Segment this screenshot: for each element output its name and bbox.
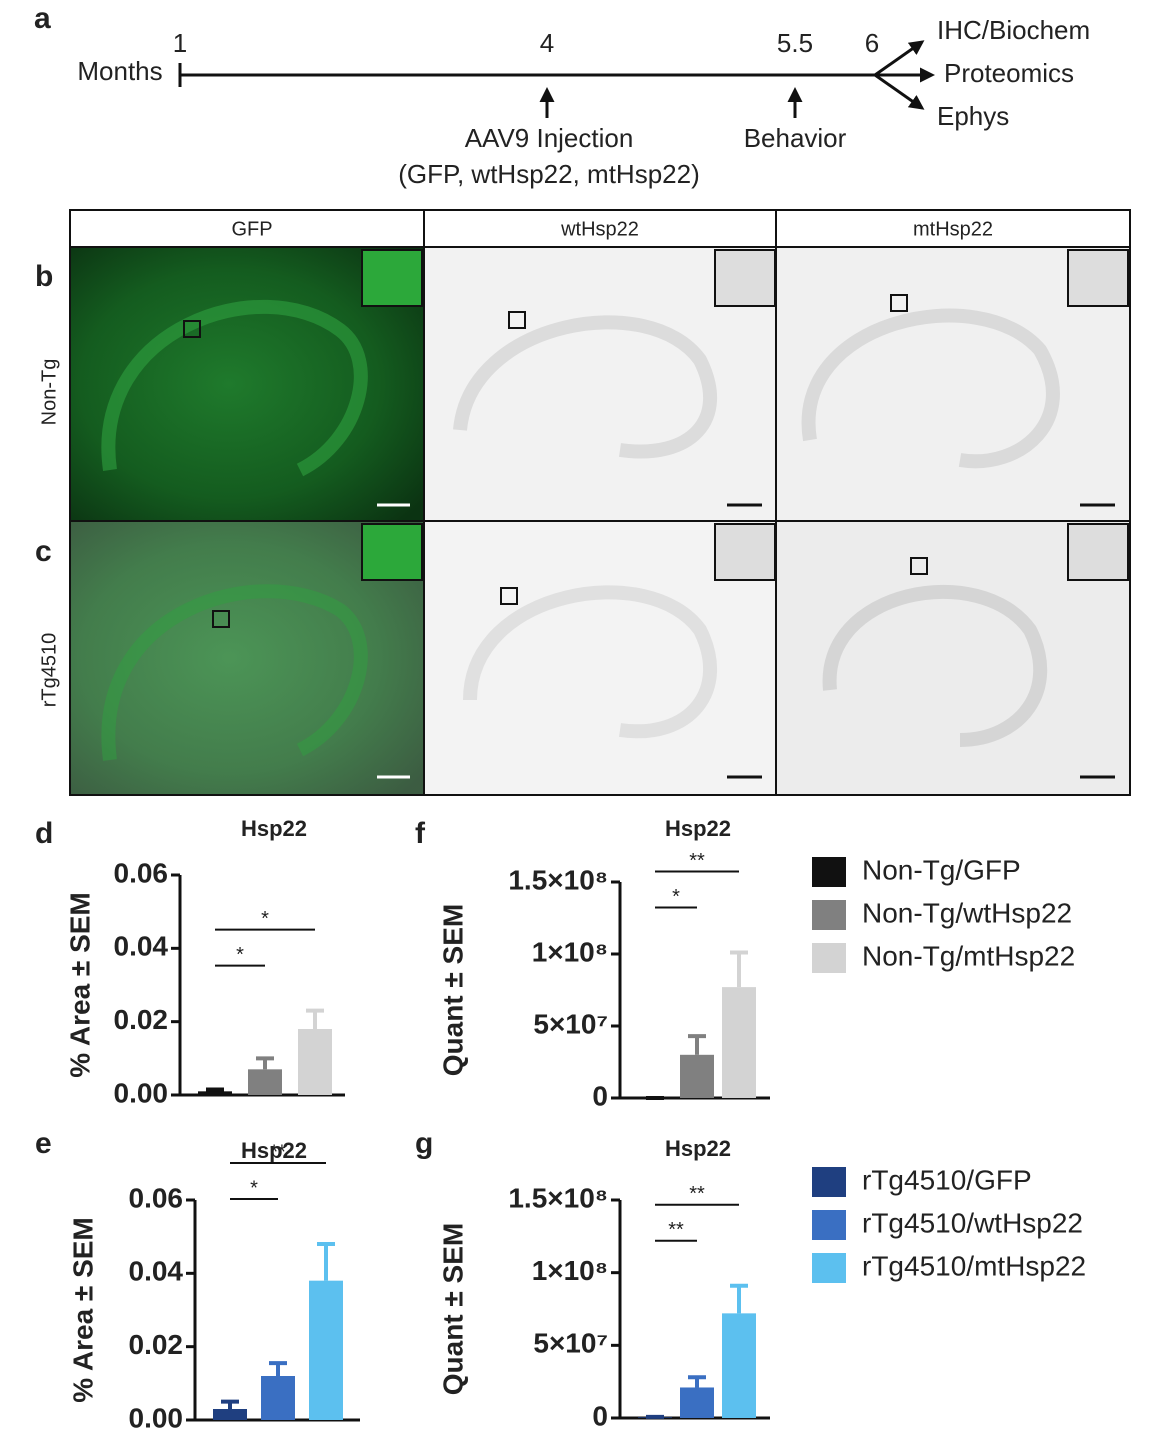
legend-swatch (812, 900, 846, 930)
y-axis-label: Quant ± SEM (437, 904, 468, 1076)
chart-title: Hsp22 (241, 816, 307, 841)
timeline-tick-label: 6 (865, 28, 879, 58)
y-tick-label: 0.04 (129, 1256, 184, 1287)
bar (261, 1376, 295, 1420)
legend-label: Non-Tg/GFP (862, 854, 1021, 885)
y-tick-label: 1.5×10⁸ (508, 1182, 608, 1213)
event-label: AAV9 Injection (465, 123, 634, 153)
bar (213, 1409, 247, 1420)
scale-bar (377, 503, 1115, 779)
y-tick-label: 1×10⁸ (532, 936, 608, 967)
outcome-arrow (874, 73, 925, 110)
significance-label: ** (668, 1219, 684, 1241)
y-tick-label: 0.02 (129, 1329, 184, 1360)
y-tick-label: 1.5×10⁸ (508, 864, 608, 895)
event-label: Behavior (744, 123, 847, 153)
y-tick-label: 1×10⁸ (532, 1255, 608, 1286)
outcome-arrow (874, 40, 925, 77)
timeline-unit: Months (77, 56, 162, 86)
column-header: wtHsp22 (560, 218, 639, 240)
panel-letter: f (415, 817, 426, 850)
legend-swatch (812, 943, 846, 973)
event-detail: (GFP, wtHsp22, mtHsp22) (398, 159, 700, 189)
significance-label: * (236, 944, 244, 966)
y-axis-label: Quant ± SEM (437, 1223, 468, 1395)
significance-label: * (672, 886, 680, 908)
column-header: GFP (231, 218, 272, 240)
bar (198, 1091, 232, 1095)
legend-label: Non-Tg/wtHsp22 (862, 897, 1072, 928)
significance-label: * (261, 908, 269, 930)
y-tick-label: 0.02 (114, 1004, 169, 1035)
y-tick-label: 0.00 (129, 1402, 184, 1433)
row-label: Non-Tg (38, 359, 60, 426)
bar (722, 987, 756, 1098)
legend-swatch (812, 857, 846, 887)
panel-letter: e (35, 1127, 52, 1160)
image-grid: GFP wtHsp22 mtHsp22 b c Non-Tg rTg4510 (35, 209, 1131, 796)
panel-letter: b (35, 260, 53, 293)
inset (183, 249, 1129, 628)
significance-label: ** (689, 1183, 705, 1205)
legend-label: rTg4510/wtHsp22 (862, 1207, 1083, 1238)
legend-swatch (812, 1253, 846, 1283)
legend-label: Non-Tg/mtHsp22 (862, 940, 1075, 971)
panel-letter: c (35, 535, 52, 568)
tissue-outline (101, 300, 1060, 761)
bar (298, 1029, 332, 1095)
outcome-label: Proteomics (944, 58, 1074, 88)
legend-swatch (812, 1210, 846, 1240)
y-tick-label: 5×10⁷ (533, 1008, 608, 1039)
column-header: mtHsp22 (913, 218, 993, 240)
timeline-tick-label: 4 (540, 28, 554, 58)
timeline-tick-label: 1 (173, 28, 187, 58)
y-tick-label: 0 (592, 1080, 608, 1111)
panel-letter: a (34, 2, 51, 35)
outcome-label: IHC/Biochem (937, 15, 1090, 45)
outcome-label: Ephys (937, 101, 1009, 131)
y-tick-label: 5×10⁷ (533, 1328, 608, 1359)
bar (638, 1417, 672, 1418)
bar (309, 1280, 343, 1420)
y-tick-label: 0.06 (114, 857, 169, 888)
y-tick-label: 0 (592, 1400, 608, 1431)
y-tick-label: 0.04 (114, 931, 169, 962)
bar (680, 1054, 714, 1098)
significance-label: ** (270, 1141, 286, 1163)
row-label: rTg4510 (38, 633, 60, 708)
y-tick-label: 0.06 (129, 1182, 184, 1213)
bar (680, 1387, 714, 1418)
panel-letter: d (35, 817, 53, 850)
bar (722, 1313, 756, 1418)
chart-title: Hsp22 (665, 816, 731, 841)
significance-label: ** (689, 850, 705, 872)
chart-title: Hsp22 (241, 1138, 307, 1163)
significance-label: * (250, 1177, 258, 1199)
legend-label: rTg4510/GFP (862, 1164, 1032, 1195)
y-tick-label: 0.00 (114, 1077, 169, 1108)
legend-label: rTg4510/mtHsp22 (862, 1250, 1086, 1281)
chart-title: Hsp22 (665, 1136, 731, 1161)
y-axis-label: % Area ± SEM (67, 1217, 98, 1403)
panel-letter: g (415, 1127, 433, 1160)
legend-swatch (812, 1167, 846, 1197)
y-axis-label: % Area ± SEM (64, 892, 95, 1078)
timeline-tick-label: 5.5 (777, 28, 813, 58)
grid-frame (69, 209, 1131, 796)
bar (248, 1069, 282, 1095)
